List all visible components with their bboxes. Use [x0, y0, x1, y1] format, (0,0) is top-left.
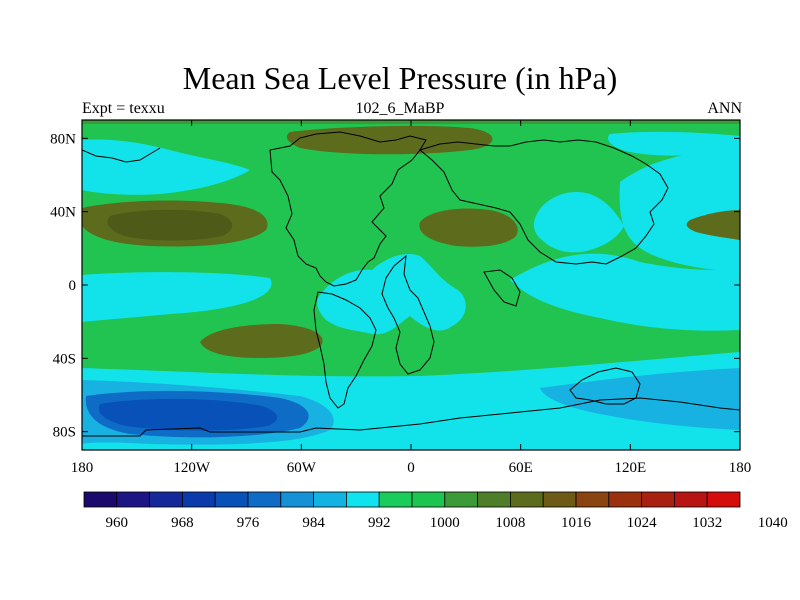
colorbar-swatch [181, 491, 216, 508]
coast-south-america [313, 291, 377, 409]
subtitle-left: Expt = texxu [82, 100, 165, 117]
region-olive-mediterranean [419, 208, 518, 247]
region-brown-core [107, 209, 233, 241]
colorbar-swatch [313, 491, 347, 508]
x-tick-label: 180 [71, 460, 94, 476]
region-olive-west-pacific [686, 210, 740, 240]
colorbar-swatch [477, 491, 511, 508]
colorbar-label: 1024 [627, 515, 658, 531]
region-cyan-tropics-west [82, 272, 272, 322]
region-cyan-east-asia [619, 150, 740, 272]
region-cyan-arctic-east [608, 131, 740, 156]
colorbar-swatch [280, 491, 314, 508]
coast-north-america [269, 131, 427, 287]
region-cyan-north-pacific [82, 139, 250, 195]
region-cyan-asia [533, 192, 624, 253]
colorbar-swatch [378, 491, 413, 508]
colorbar-swatch [674, 491, 708, 508]
y-tick-label: 80S [53, 425, 76, 441]
colorbar-swatch [116, 491, 151, 508]
colorbar-swatch [444, 491, 478, 508]
colorbar: 960 968 976 984 992 1000 1008 1016 1024 1032 1040 [83, 491, 788, 531]
colorbar-label: 976 [237, 515, 260, 531]
x-tick-label: 120W [173, 460, 211, 476]
colorbar-swatch [641, 491, 675, 508]
region-cyan-indo-pacific [510, 253, 740, 331]
colorbar-swatch [706, 491, 741, 508]
y-tick-label: 40S [53, 351, 76, 367]
x-tick-label: 120E [614, 460, 646, 476]
region-olive-arctic [286, 125, 493, 155]
colorbar-swatch [411, 491, 446, 508]
colorbar-swatch [247, 491, 282, 508]
colorbar-label: 1016 [561, 515, 592, 531]
subtitle-right: ANN [707, 100, 742, 117]
coast-india-arabia [483, 269, 521, 307]
y-tick-label: 40N [50, 205, 76, 221]
colorbar-label: 1008 [495, 515, 525, 531]
subtitle-center: 102_6_MaBP [355, 100, 445, 117]
region-olive-south-pacific [200, 324, 323, 358]
pressure-field [82, 120, 740, 450]
colorbar-label: 984 [302, 515, 325, 531]
colorbar-label: 968 [171, 515, 194, 531]
colorbar-swatch [575, 491, 610, 508]
coastlines [82, 131, 740, 437]
colorbar-swatch [214, 491, 249, 508]
region-blue-992-east [540, 368, 740, 430]
coast-australia [569, 367, 641, 405]
x-tick-label: 180 [729, 460, 752, 476]
colorbar-swatch [149, 491, 183, 508]
colorbar-swatch [509, 491, 544, 508]
axes: 180 120W 60W 0 60E 120E 180 80N 40N 0 40S 80S [50, 120, 751, 476]
colorbar-label: 1000 [430, 515, 460, 531]
region-cyan-atlantic-africa [317, 253, 466, 335]
chart-title: Mean Sea Level Pressure (in hPa) [182, 60, 618, 96]
y-tick-label: 0 [69, 278, 77, 294]
region-blue-976 [98, 398, 278, 431]
coast-africa [381, 254, 435, 375]
colorbar-label: 992 [368, 515, 391, 531]
x-tick-label: 0 [407, 460, 415, 476]
colorbar-label: 1040 [758, 515, 788, 531]
colorbar-label: 1032 [692, 515, 722, 531]
colorbar-swatch [83, 491, 118, 508]
coast-antarctica [82, 397, 740, 437]
colorbar-swatch [608, 491, 642, 508]
coast-greenland [82, 147, 161, 163]
x-tick-label: 60E [509, 460, 533, 476]
coast-eurasia [418, 139, 669, 265]
colorbar-swatch [542, 491, 577, 508]
colorbar-label: 960 [106, 515, 129, 531]
y-tick-label: 80N [50, 131, 76, 147]
x-tick-label: 60W [287, 460, 317, 476]
colorbar-swatch [345, 491, 380, 508]
